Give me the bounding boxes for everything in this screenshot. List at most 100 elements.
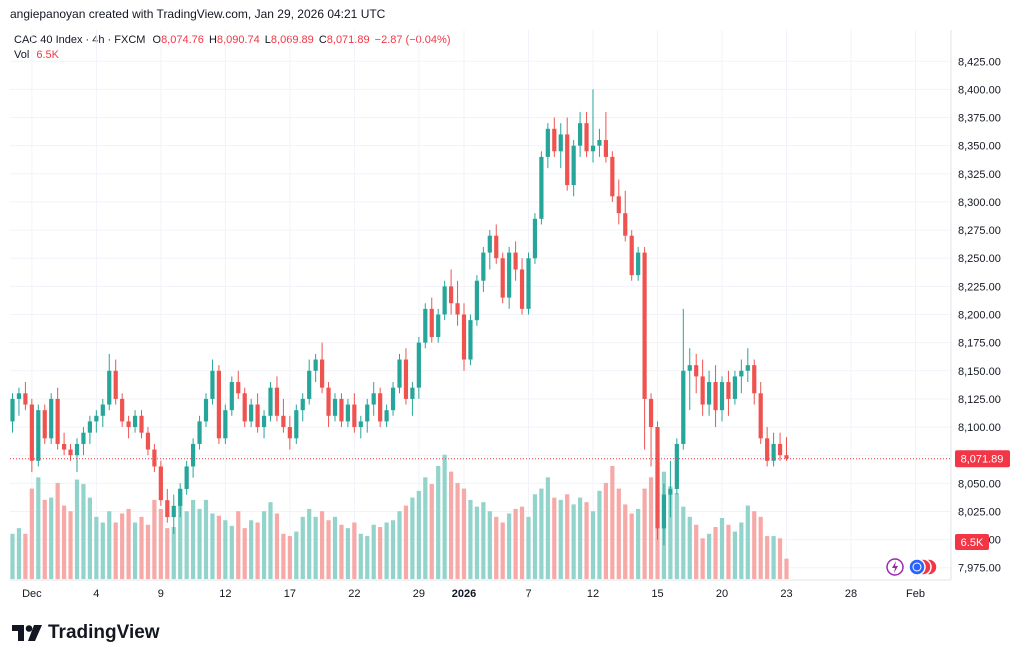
volume-bar <box>68 511 73 579</box>
candle-body <box>545 128 550 157</box>
volume-bar <box>616 488 621 579</box>
candle-body <box>184 466 189 489</box>
candle-body <box>10 398 15 422</box>
volume-bar <box>416 490 421 579</box>
tradingview-logo[interactable]: TradingView <box>12 622 160 644</box>
price-tick-label: 8,400.00 <box>958 84 1001 96</box>
candle-body <box>320 359 325 388</box>
candle-body <box>332 398 338 416</box>
candle-body <box>274 387 280 416</box>
volume-bar <box>590 511 596 579</box>
volume-bar <box>719 517 725 579</box>
candle-body <box>42 410 47 439</box>
volume-bar <box>216 515 221 579</box>
event-markers[interactable] <box>886 558 938 576</box>
volume-bar <box>81 484 86 579</box>
candle-body <box>281 415 286 428</box>
time-tick-label: 12 <box>587 588 599 600</box>
candle-body <box>681 370 686 444</box>
volume-bar <box>436 466 441 579</box>
volume-bar <box>74 479 80 579</box>
candle-body <box>461 314 467 360</box>
time-tick-label: 29 <box>413 588 425 600</box>
volume-bar <box>532 494 538 579</box>
volume-bar <box>571 504 576 579</box>
volume-bar <box>461 488 467 579</box>
candle-body <box>784 455 789 459</box>
volume-bar <box>94 516 99 579</box>
candle-body <box>571 145 576 186</box>
candle-body <box>390 387 396 411</box>
volume-bar <box>62 505 67 579</box>
candle-body <box>687 365 692 371</box>
volume-bar <box>726 524 731 579</box>
candle-body <box>339 398 344 422</box>
price-axis[interactable]: 8,425.00 8,400.00 8,375.00 8,350.00 8,325.00… <box>958 56 1001 574</box>
candle-body <box>668 488 673 495</box>
volume-bar <box>390 520 396 579</box>
candle-body <box>449 286 454 304</box>
candle-body <box>326 387 331 416</box>
candle-body <box>249 404 254 422</box>
candle-body <box>707 382 712 405</box>
candle-body <box>578 123 583 146</box>
price-tick-label: 8,350.00 <box>958 141 1001 153</box>
candle-body <box>242 393 247 422</box>
volume-bar <box>487 511 492 579</box>
volume-bar <box>294 531 299 579</box>
candle-body <box>732 376 737 399</box>
candle-body <box>623 213 628 236</box>
candle-body <box>216 370 221 439</box>
volume-bar <box>29 488 34 579</box>
volume-bar <box>171 527 176 579</box>
candle-body <box>526 258 531 309</box>
volume-bar <box>113 522 118 579</box>
candle-body <box>29 404 34 461</box>
volume-bar <box>365 536 370 579</box>
volume-bar <box>558 499 563 579</box>
volume-bar <box>132 522 138 579</box>
time-tick-label: 28 <box>845 588 857 600</box>
volume-bar <box>384 522 389 579</box>
candle-body <box>36 410 41 461</box>
candle-body <box>429 308 434 338</box>
time-tick-label: 9 <box>158 588 164 600</box>
price-tick-label: 8,200.00 <box>958 310 1001 322</box>
candle-body <box>236 382 241 394</box>
price-tick-label: 8,250.00 <box>958 253 1001 265</box>
candle-body <box>345 404 350 422</box>
volume-bar <box>145 524 151 579</box>
candle-body <box>68 449 73 456</box>
last-price-tag-bg <box>955 450 1010 468</box>
candle-body <box>474 280 479 321</box>
candle-body <box>107 370 112 405</box>
price-tick-label: 8,375.00 <box>958 113 1001 125</box>
tradingview-logo-icon <box>12 625 42 641</box>
volume-bar <box>578 497 583 579</box>
candle-body <box>261 415 267 428</box>
volume-bar <box>49 497 54 579</box>
candle-body <box>558 134 563 152</box>
volume-bar <box>178 488 183 579</box>
candle-body <box>197 421 202 444</box>
legend-row-volume: Vol 6.5K <box>14 48 451 63</box>
price-tick-label: 8,125.00 <box>958 394 1001 406</box>
volume-bar <box>777 538 783 579</box>
economic-event-icon-1[interactable] <box>908 558 926 576</box>
volume-bar <box>300 516 305 579</box>
symbol-label[interactable]: CAC 40 Index · 4h · FXCM <box>14 34 146 46</box>
candle-body <box>113 370 118 399</box>
candle-body <box>487 235 492 253</box>
open-label: O <box>152 34 162 46</box>
volume-bar <box>320 511 325 579</box>
volume-bar <box>700 538 705 579</box>
candle-body <box>700 376 705 405</box>
volume-bar <box>752 511 757 579</box>
volume-bar <box>403 505 409 579</box>
volume-bar <box>545 477 550 579</box>
price-tick-label: 8,100.00 <box>958 422 1001 434</box>
time-tick-label: 20 <box>716 588 728 600</box>
candle-body <box>358 421 363 428</box>
time-axis[interactable]: Dec 4 9 12 17 22 29 2026 7 12 15 20 23 28 Feb <box>22 588 925 600</box>
